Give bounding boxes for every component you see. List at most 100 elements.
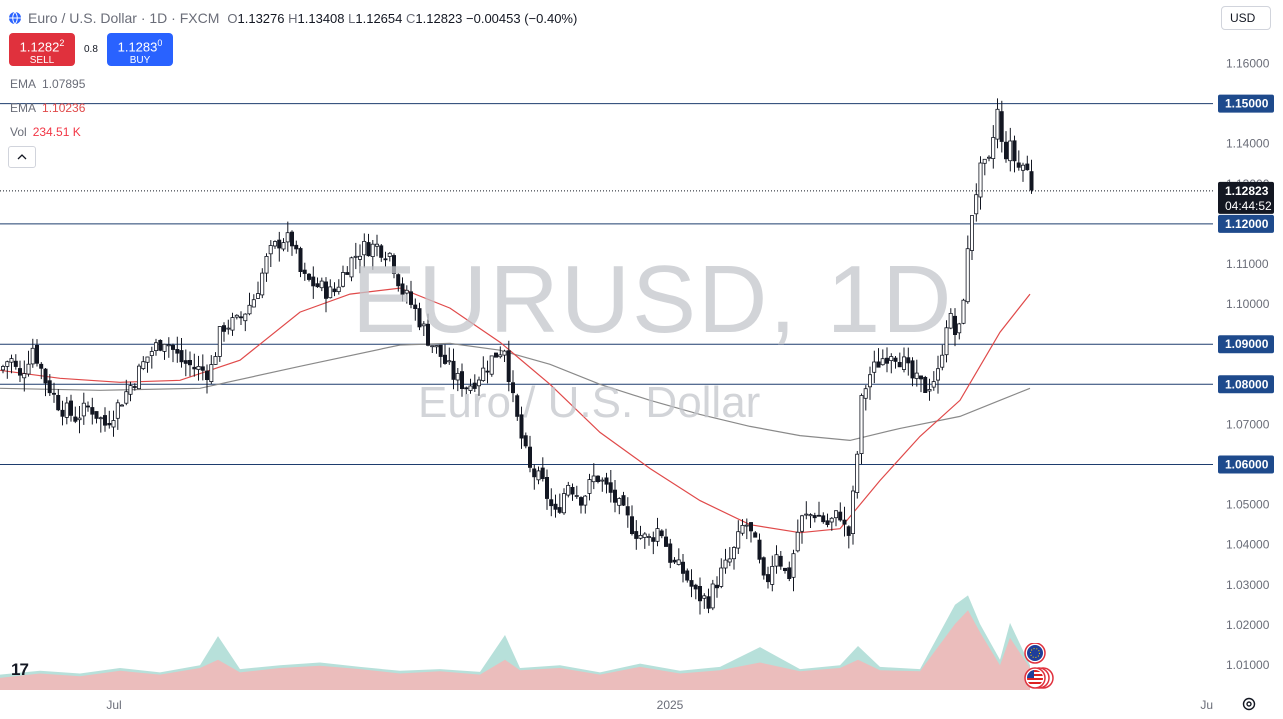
collapse-legend-button[interactable] — [8, 146, 36, 168]
candle-body — [523, 435, 528, 447]
sell-button[interactable]: 1.12822 SELL — [9, 33, 75, 66]
candle-body — [821, 515, 826, 523]
candle-body — [587, 479, 592, 494]
candle-body — [77, 417, 82, 421]
level-price-tag[interactable] — [1218, 214, 1274, 233]
candle-body — [970, 215, 975, 251]
buy-price-sup: 0 — [157, 38, 163, 48]
candle-body — [60, 409, 65, 417]
level-price-tag[interactable] — [1218, 455, 1274, 474]
candle-body — [481, 367, 486, 382]
candle-body — [306, 273, 311, 280]
candle-body — [1004, 141, 1009, 160]
candle-body — [69, 400, 74, 416]
candle-body — [944, 327, 949, 356]
candle-body — [52, 392, 57, 395]
candle-body — [625, 506, 630, 516]
level-price-tag[interactable] — [1218, 335, 1274, 354]
candle-body — [676, 559, 681, 565]
candle-body — [260, 272, 265, 296]
candle-body — [387, 252, 392, 257]
candle-body — [557, 507, 562, 513]
chevron-up-icon — [17, 154, 27, 160]
watermark-name: Euro / U.S. Dollar — [418, 378, 761, 427]
price-tick-label: 1.11000 — [1226, 257, 1269, 271]
candle-body — [885, 357, 890, 364]
ema1-legend[interactable]: EMA 1.07895 — [10, 77, 85, 91]
candle-body — [162, 343, 167, 352]
open-value: 1.13276 — [237, 10, 285, 26]
candle-body — [136, 365, 141, 390]
buy-price: 1.1283 — [117, 39, 158, 55]
candle-body — [914, 372, 919, 379]
ema1-label: EMA — [10, 77, 37, 91]
candle-body — [957, 323, 962, 334]
candle-body — [264, 255, 269, 274]
candle-body — [1025, 163, 1030, 171]
candle-body — [141, 361, 146, 370]
candle-body — [247, 304, 252, 315]
candle-body — [124, 391, 129, 404]
candle-body — [591, 475, 596, 483]
candle-body — [81, 402, 86, 417]
candle-body — [489, 355, 494, 375]
candle-body — [493, 352, 498, 358]
level-price-tag[interactable] — [1218, 375, 1274, 394]
candle-body — [927, 388, 932, 392]
candle-body — [753, 532, 758, 538]
volume-legend[interactable]: Vol 234.51 K — [10, 125, 81, 139]
candle-body — [217, 326, 222, 357]
candle-body — [98, 417, 103, 420]
symbol-title[interactable]: Euro / U.S. Dollar · 1D · FXCM — [28, 10, 220, 26]
candle-body — [987, 156, 992, 159]
candle-body — [1029, 171, 1034, 191]
candle-body — [727, 558, 732, 563]
candle-body — [770, 566, 775, 585]
level-price-tag-label: 1.15000 — [1225, 97, 1269, 111]
candle-body — [1021, 164, 1026, 171]
tradingview-logo[interactable]: 17 — [11, 660, 29, 679]
candle-body — [209, 364, 214, 383]
candle-body — [630, 516, 635, 535]
candle-body — [400, 283, 405, 295]
event-flags[interactable] — [1021, 643, 1055, 691]
candle-body — [897, 361, 902, 368]
time-tick-label: Jul — [106, 698, 121, 712]
candle-body — [158, 339, 163, 351]
candle-body — [238, 316, 243, 319]
candle-body — [965, 248, 970, 303]
candle-body — [689, 580, 694, 587]
currency-button[interactable]: USD — [1221, 6, 1271, 30]
candle-body — [285, 232, 290, 243]
price-tick-label: 1.05000 — [1226, 498, 1270, 512]
candle-body — [872, 361, 877, 373]
candle-body — [47, 380, 52, 394]
ema2-legend[interactable]: EMA 1.10236 — [10, 101, 85, 115]
candle-body — [1012, 140, 1017, 162]
watermark-symbol: EURUSD, 1D — [352, 246, 954, 353]
current-price-tag[interactable] — [1218, 181, 1274, 214]
candle-body — [570, 486, 575, 495]
candle-body — [408, 291, 413, 305]
candle-body — [111, 420, 116, 428]
high-value: 1.13408 — [297, 10, 345, 26]
candle-body — [468, 385, 473, 391]
candle-body — [442, 354, 447, 364]
candle-body — [863, 388, 868, 399]
candle-body — [413, 304, 418, 309]
level-price-tag[interactable] — [1218, 94, 1274, 113]
eu-flag-icon[interactable] — [1024, 643, 1046, 664]
candle-body — [328, 286, 333, 299]
ema-slow-path[interactable] — [0, 342, 1031, 442]
candle-body — [149, 351, 154, 356]
candle-body — [829, 517, 834, 523]
settings-icon[interactable] — [1241, 696, 1257, 712]
buy-button[interactable]: 1.12830 BUY — [107, 33, 173, 66]
us-flag-icon[interactable] — [1024, 667, 1054, 689]
candle-body — [621, 495, 626, 506]
chart-header: Euro / U.S. Dollar · 1D · FXCM O1.13276 … — [8, 8, 577, 28]
candle-body — [323, 281, 328, 299]
candle-body — [868, 374, 873, 388]
sell-price: 1.1282 — [19, 39, 60, 55]
